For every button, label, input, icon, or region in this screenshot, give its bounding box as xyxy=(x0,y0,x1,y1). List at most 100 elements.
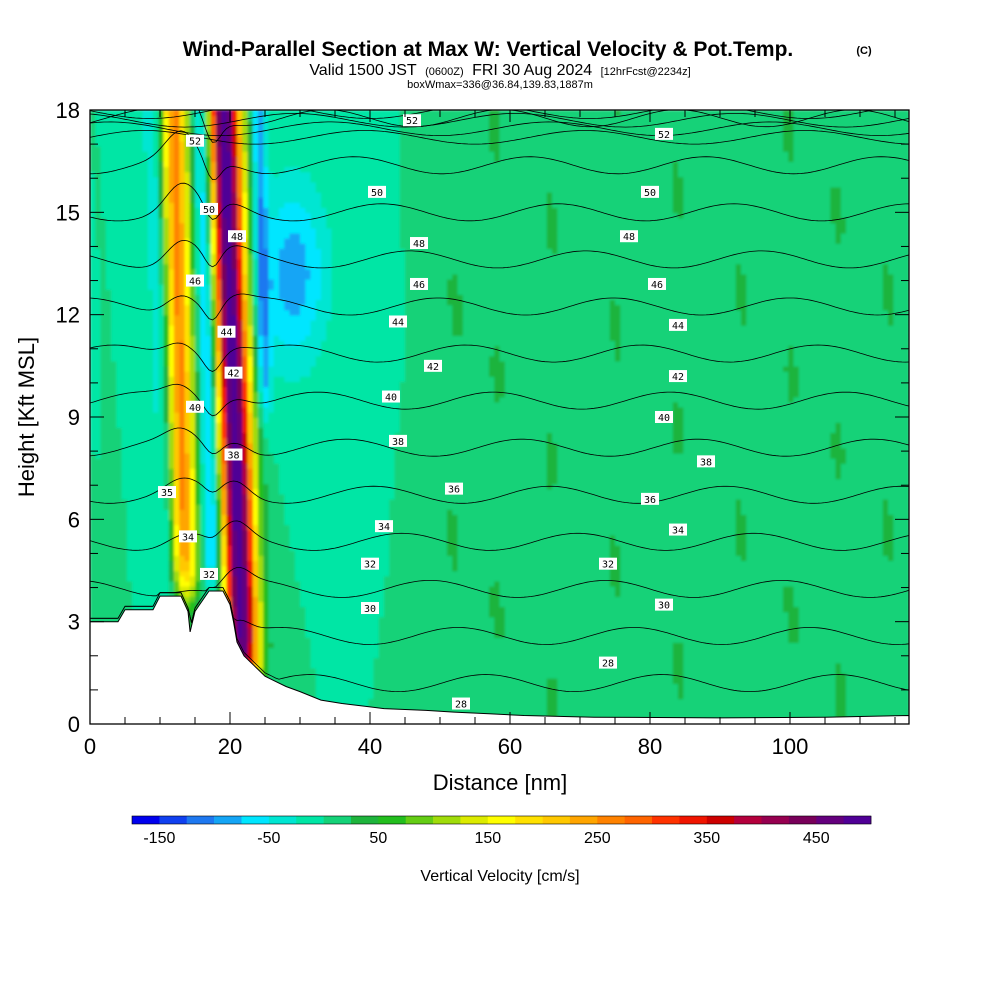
velocity-cell xyxy=(200,284,207,290)
velocity-cell xyxy=(174,396,180,403)
velocity-cell xyxy=(294,227,301,234)
velocity-cell xyxy=(294,212,301,219)
velocity-cell xyxy=(163,463,170,469)
velocity-cell xyxy=(163,504,170,510)
velocity-cell xyxy=(305,580,312,587)
velocity-cell xyxy=(221,207,228,214)
velocity-cell xyxy=(252,135,259,142)
velocity-cell xyxy=(184,575,191,582)
velocity-cell xyxy=(247,519,254,526)
velocity-cell xyxy=(195,350,201,357)
velocity-cell xyxy=(126,493,133,500)
velocity-cell xyxy=(153,504,159,510)
velocity-cell xyxy=(163,575,170,582)
velocity-cell xyxy=(263,519,270,526)
velocity-cell xyxy=(221,406,228,413)
velocity-cell xyxy=(126,258,133,265)
velocity-cell xyxy=(137,539,144,546)
velocity-cell xyxy=(137,575,144,582)
velocity-cell xyxy=(231,493,238,500)
velocity-cell xyxy=(210,171,217,178)
velocity-cell xyxy=(210,376,217,382)
velocity-cell xyxy=(268,365,275,372)
velocity-cell xyxy=(195,217,201,224)
velocity-cell xyxy=(242,422,249,428)
velocity-cell xyxy=(294,156,301,162)
velocity-cell xyxy=(132,370,138,377)
velocity-cell xyxy=(216,550,222,556)
velocity-cell xyxy=(258,606,264,613)
velocity-cell xyxy=(168,544,175,551)
velocity-cell xyxy=(226,253,233,260)
velocity-cell xyxy=(195,591,201,597)
velocity-cell xyxy=(184,376,191,382)
velocity-cell xyxy=(158,585,165,592)
velocity-cell xyxy=(163,544,170,551)
velocity-cell xyxy=(137,447,144,454)
velocity-cell xyxy=(247,657,254,664)
velocity-cell xyxy=(142,601,149,608)
velocity-cell xyxy=(116,473,123,480)
velocity-cell xyxy=(210,386,217,393)
velocity-cell xyxy=(284,555,291,561)
velocity-cell xyxy=(210,560,217,567)
velocity-cell xyxy=(237,493,243,500)
velocity-cell xyxy=(221,509,228,515)
velocity-cell xyxy=(237,519,243,526)
velocity-cell xyxy=(168,273,175,280)
velocity-cell xyxy=(111,197,117,203)
velocity-cell xyxy=(258,207,264,214)
velocity-cell xyxy=(284,110,291,116)
velocity-cell xyxy=(90,309,96,316)
velocity-cell xyxy=(289,345,296,352)
velocity-cell xyxy=(90,493,96,500)
velocity-cell xyxy=(158,452,165,459)
velocity-cell xyxy=(95,248,102,254)
velocity-cell xyxy=(174,145,180,152)
velocity-cell xyxy=(200,478,207,485)
velocity-cell xyxy=(142,268,149,275)
velocity-cell xyxy=(95,396,102,403)
velocity-cell xyxy=(100,519,107,526)
velocity-cell xyxy=(300,340,306,347)
velocity-cell xyxy=(142,284,149,290)
velocity-cell xyxy=(90,422,96,428)
velocity-cell xyxy=(263,171,270,178)
velocity-cell xyxy=(179,268,186,275)
velocity-cell xyxy=(147,319,154,326)
velocity-cell xyxy=(189,227,196,234)
velocity-cell xyxy=(142,396,149,403)
velocity-cell xyxy=(210,150,217,157)
velocity-cell xyxy=(195,575,201,582)
velocity-cell xyxy=(142,181,149,188)
velocity-cell xyxy=(237,591,243,597)
velocity-cell xyxy=(289,370,296,377)
velocity-cell xyxy=(116,299,123,306)
velocity-cell xyxy=(289,519,296,526)
velocity-cell xyxy=(231,202,238,208)
velocity-cell xyxy=(231,248,238,254)
velocity-cell xyxy=(273,672,280,679)
velocity-cell xyxy=(216,197,222,203)
velocity-cell xyxy=(273,130,280,137)
velocity-cell xyxy=(273,355,280,362)
velocity-cell xyxy=(200,217,207,224)
velocity-cell xyxy=(294,596,301,602)
velocity-cell xyxy=(174,575,180,582)
velocity-cell xyxy=(168,350,175,357)
velocity-cell xyxy=(168,135,175,142)
velocity-cell xyxy=(137,217,144,224)
velocity-cell xyxy=(294,606,301,613)
velocity-cell xyxy=(216,519,222,526)
velocity-cell xyxy=(221,401,228,408)
velocity-cell xyxy=(184,197,191,203)
velocity-cell xyxy=(242,350,249,357)
velocity-cell xyxy=(289,115,296,121)
velocity-cell xyxy=(142,140,149,147)
velocity-cell xyxy=(189,437,196,444)
velocity-cell xyxy=(263,289,270,295)
velocity-cell xyxy=(242,263,249,270)
velocity-cell xyxy=(168,253,175,260)
velocity-cell xyxy=(132,248,138,254)
velocity-cell xyxy=(147,601,154,608)
